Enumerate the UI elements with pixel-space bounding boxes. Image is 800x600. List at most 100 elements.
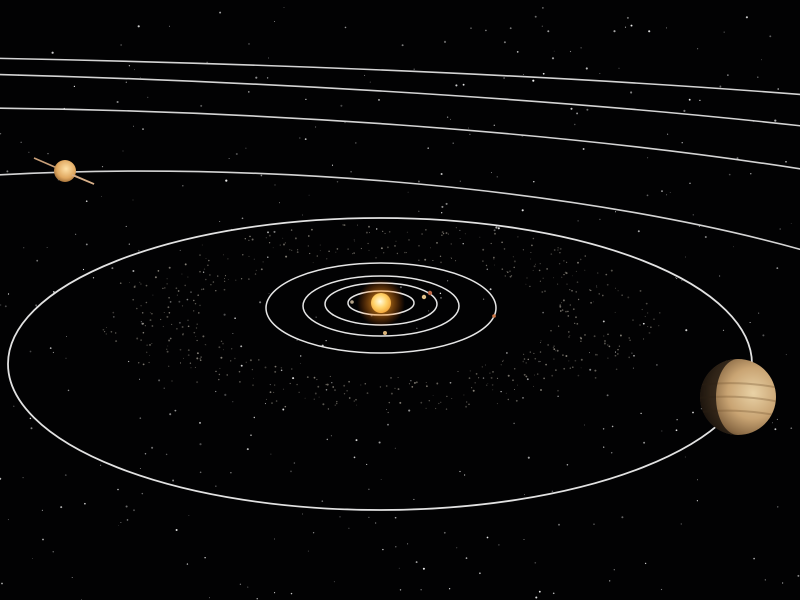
asteroid [424, 258, 427, 261]
asteroid [628, 337, 630, 339]
star [675, 429, 678, 432]
asteroid [550, 253, 553, 255]
asteroid [167, 345, 169, 347]
asteroid [628, 356, 631, 359]
asteroid [179, 362, 182, 364]
asteroid [469, 370, 471, 372]
asteroid [426, 385, 428, 388]
asteroid [220, 356, 223, 359]
star [633, 355, 635, 357]
star [566, 464, 569, 466]
asteroid [532, 385, 535, 387]
star [206, 61, 208, 63]
star [749, 321, 751, 324]
asteroid [364, 382, 367, 385]
asteroid [450, 243, 452, 245]
star [496, 176, 498, 178]
star [613, 30, 616, 33]
asteroid [397, 388, 400, 391]
asteroid [565, 261, 568, 264]
asteroid [145, 301, 148, 304]
asteroid [494, 264, 495, 266]
asteroid [426, 384, 428, 386]
asteroid [347, 248, 349, 250]
star [465, 557, 468, 559]
star [534, 561, 537, 564]
star [692, 214, 694, 216]
asteroid [166, 350, 169, 353]
asteroid [468, 403, 470, 406]
asteroid [561, 309, 564, 311]
star [41, 509, 43, 511]
star [299, 137, 301, 139]
star [462, 243, 464, 245]
star [13, 405, 15, 407]
asteroid [643, 338, 645, 340]
asteroid [218, 346, 221, 349]
asteroid [440, 261, 442, 264]
saturn-sphere [54, 160, 76, 182]
asteroid [561, 276, 563, 278]
star [186, 563, 189, 565]
asteroid [515, 399, 518, 402]
star [534, 15, 537, 18]
asteroid [566, 283, 568, 285]
asteroid [209, 274, 211, 276]
star [644, 562, 647, 565]
asteroid [492, 389, 494, 391]
asteroid [577, 374, 580, 377]
asteroid [559, 304, 561, 306]
asteroid [168, 266, 171, 269]
asteroid [436, 242, 438, 244]
asteroid [199, 270, 201, 273]
asteroid [258, 359, 260, 361]
asteroid [334, 389, 336, 392]
asteroid [539, 263, 541, 265]
star [0, 132, 2, 135]
asteroid [196, 381, 199, 384]
outer-orbits [0, 57, 800, 251]
asteroid [505, 392, 507, 394]
asteroid [219, 367, 221, 369]
star [299, 355, 302, 357]
star [134, 69, 135, 71]
asteroid [319, 250, 321, 252]
jupiter-sphere [700, 359, 776, 435]
star [497, 227, 500, 230]
star [418, 210, 420, 212]
asteroid [621, 294, 623, 296]
asteroid [316, 379, 318, 381]
star [728, 173, 731, 176]
asteroid [533, 265, 536, 268]
asteroid [335, 402, 338, 405]
star [52, 351, 54, 354]
star [290, 592, 293, 595]
star [325, 389, 328, 391]
asteroid [210, 283, 212, 286]
asteroid [355, 398, 357, 401]
star [440, 172, 443, 176]
asteroid [478, 377, 480, 379]
star [427, 147, 429, 149]
asteroid [563, 273, 565, 276]
asteroid [166, 315, 169, 318]
asteroid [162, 287, 164, 290]
star [32, 557, 34, 559]
asteroid [619, 334, 622, 337]
star [630, 24, 633, 27]
star [378, 99, 380, 101]
asteroid [132, 298, 135, 301]
star [308, 194, 310, 196]
star [290, 470, 292, 473]
asteroid [441, 231, 444, 234]
asteroid [182, 332, 184, 335]
star [215, 390, 217, 393]
asteroid [658, 325, 660, 327]
star [626, 16, 629, 19]
asteroid [481, 366, 483, 368]
star [348, 527, 350, 529]
asteroid [154, 276, 157, 279]
star [245, 147, 247, 149]
star [526, 378, 529, 381]
asteroid [594, 369, 597, 372]
